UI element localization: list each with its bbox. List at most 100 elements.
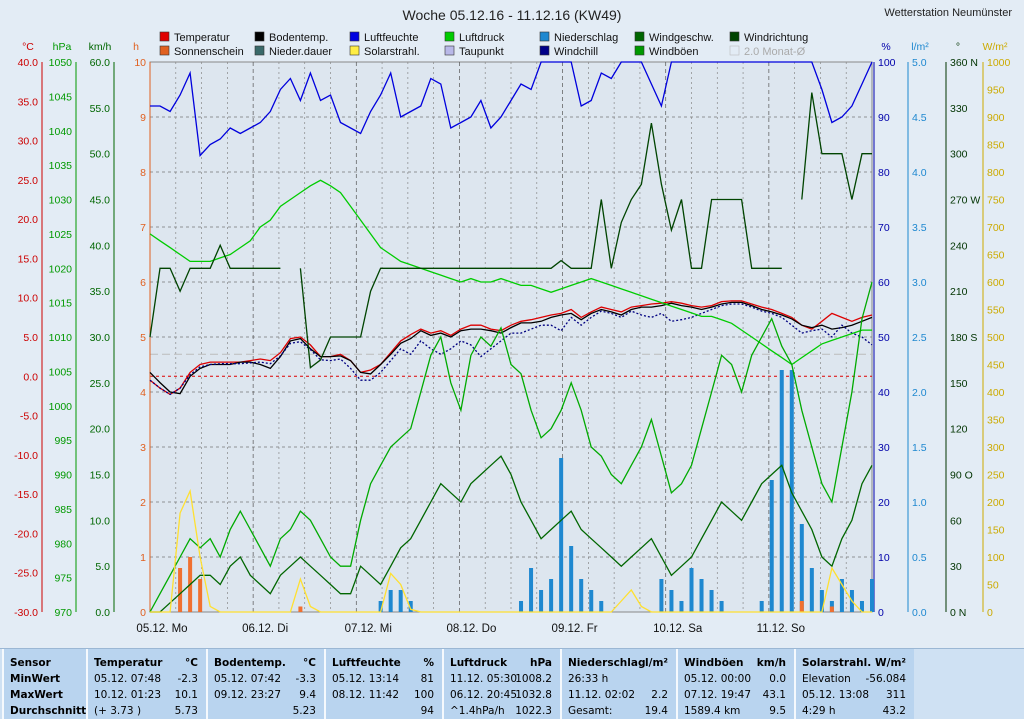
x-day-label: 09.12. Fr [552,623,598,635]
axis-tick-label: 60 [950,515,962,527]
axis-unit-label: % [881,41,890,53]
series-line-taupunkt [149,303,873,396]
axis-tick-label: 1045 [49,91,73,103]
axis-tick-label: 5.0 [23,332,38,344]
axis-tick-label: 450 [987,360,1005,372]
sunshine-bar [178,568,183,612]
stats-rain-title: Niederschlag [568,657,646,669]
stats-press-min_t: 11.12. 05:30 [450,673,517,685]
axis-tick-label: 20 [878,497,890,509]
stats-gust-title: Windböen [684,657,744,669]
axis-tick-label: 3 [140,442,146,454]
axis-tick-label: 600 [987,277,1005,289]
rain-bar [529,568,534,612]
legend-label: Bodentemp. [269,32,328,44]
stats-temp-avg_t: (+ 3.73 ) [94,705,142,717]
axis-tick-label: 2.0 [912,387,927,399]
axis-tick-label: 4.5 [912,112,927,124]
series-line-windgeschw- [150,455,873,613]
legend-label: Windgeschw. [649,32,714,44]
axis-unit-label: km/h [89,41,112,53]
rain-bar [408,601,413,612]
axis-unit-label: ° [956,41,960,53]
stats-soil-min_t: 05.12. 07:42 [214,673,281,685]
axis-unit-label: °C [22,41,34,53]
rain-bar [398,590,403,612]
series-line-windrichtung [149,92,872,369]
axis-tick-label: 975 [54,573,72,585]
stats-solar-avg_v: 43.2 [882,705,906,717]
stats-press-title: Luftdruck [450,657,508,669]
stats-col-hum: Luftfeuchte% 05.12. 13:14 81 08.12. 11:42 10… [324,649,442,719]
x-day-label: 06.12. Di [242,623,288,635]
legend-label: Luftfeuchte [364,32,418,44]
stats-temp-avg_v: 5.73 [174,705,198,717]
stats-gust-avg_t: 1589.4 km [684,705,741,717]
rain-bar [679,601,684,612]
rain-bar [819,590,824,612]
axis-tick-label: -20.0 [14,528,38,540]
legend: Temperatur Bodentemp. Luftfeuchte Luftdruck… [159,31,808,58]
stats-gust-max_t: 07.12. 19:47 [684,689,751,701]
series-line-bodentemp- [149,301,873,395]
series-line-luftfeuchte [150,61,873,157]
axis-tick-label: 240 [950,240,968,252]
axis-tick-label: 60 [878,277,890,289]
axis-tick-label: 0.0 [912,607,927,619]
axis-tick-label: 70 [878,222,890,234]
stats-gust-avg_v: 9.5 [769,705,786,717]
x-day-label: 08.12. Do [446,623,496,635]
rain-bar [579,579,584,612]
stats-press-max_t: 06.12. 20:45 [450,689,517,701]
rain-bar [388,590,393,612]
axis-tick-label: 300 [987,442,1005,454]
series-line-windb-en [149,281,873,613]
stats-soil-max_t: 09.12. 23:27 [214,689,281,701]
axis-tick-label: 30.0 [18,136,39,148]
weather-chart: Woche 05.12.16 - 11.12.16 (KW49) Wetters… [14,7,1012,635]
axis-tick-label: 210 [950,286,968,298]
statistics-table: Sensor MinWert MaxWert Durchschnitt Temp… [0,648,1024,719]
axis-tick-label: 15.0 [18,253,39,265]
axis-tick-label: 1050 [49,57,73,69]
rain-bar [519,601,524,612]
axis-tick-label: 650 [987,250,1005,262]
stats-header: Sensor [10,657,51,669]
stats-hum-min_t: 05.12. 13:14 [332,673,399,685]
stats-temp-min_v: -2.3 [177,673,199,685]
rain-bar [599,601,604,612]
series-line-luftdruck [149,179,872,366]
axis-tick-label: 15.0 [90,470,111,482]
legend-label: Temperatur [174,32,230,44]
axis-tick-label: 30 [950,561,962,573]
axis-unit-label: h [133,41,139,53]
stats-temp-unit: °C [185,657,198,669]
legend-label: Solarstrahl. [364,46,420,58]
axis-tick-label: 990 [54,470,72,482]
axis-tick-label: 25.0 [90,378,111,390]
axis-tick-label: 3.5 [912,222,927,234]
axis-tick-label: 0 N [950,607,966,619]
x-day-label: 11.12. So [757,623,805,635]
stats-hum-max_v: 100 [413,689,434,701]
legend-label: Taupunkt [459,46,504,58]
rain-bar [569,546,574,612]
legend-swatch [254,31,265,42]
x-day-label: 05.12. Mo [136,623,187,635]
stats-rain-avg_v: 19.4 [644,705,668,717]
axis-tick-label: 9 [140,112,146,124]
stats-hum-unit: % [423,657,434,669]
legend-swatch [349,31,360,42]
axis-tick-label: 60.0 [90,57,111,69]
axis-tick-label: 360 N [950,57,978,69]
legend-label: Niederschlag [554,32,618,44]
axis-tick-label: 5.0 [95,561,110,573]
series [149,61,873,613]
axis-tick-label: 750 [987,195,1005,207]
sunshine-bar [799,601,804,612]
axis-tick-label: 3.0 [912,277,927,289]
stats-temp-min_t: 05.12. 07:48 [94,673,161,685]
axis-tick-label: 270 W [950,195,980,207]
chart-title: Woche 05.12.16 - 11.12.16 (KW49) [403,7,622,23]
x-axis-labels: 05.12. Mo 06.12. Di 07.12. Mi 08.12. Do 09.1… [136,623,805,635]
